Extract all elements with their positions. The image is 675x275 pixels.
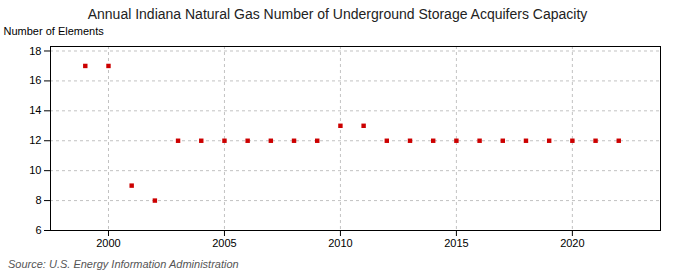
svg-text:2020: 2020: [560, 237, 584, 249]
svg-text:2015: 2015: [444, 237, 468, 249]
svg-text:18: 18: [29, 45, 41, 57]
svg-text:2000: 2000: [96, 237, 120, 249]
svg-text:2005: 2005: [212, 237, 236, 249]
svg-text:2010: 2010: [328, 237, 352, 249]
svg-text:8: 8: [35, 194, 41, 206]
svg-text:6: 6: [35, 224, 41, 236]
svg-text:16: 16: [29, 74, 41, 86]
svg-text:10: 10: [29, 164, 41, 176]
html-text:Annual Indiana Natural Gas Num: Annual Indiana Natural Gas Number of Und…: [87, 6, 588, 22]
html-text:Source: U.S. Energy Informatio: Source: U.S. Energy Information Administ…: [8, 258, 239, 270]
svg-text:12: 12: [29, 134, 41, 146]
svg-text:Number of Elements: Number of Elements: [4, 25, 105, 37]
svg-text:14: 14: [29, 104, 41, 116]
